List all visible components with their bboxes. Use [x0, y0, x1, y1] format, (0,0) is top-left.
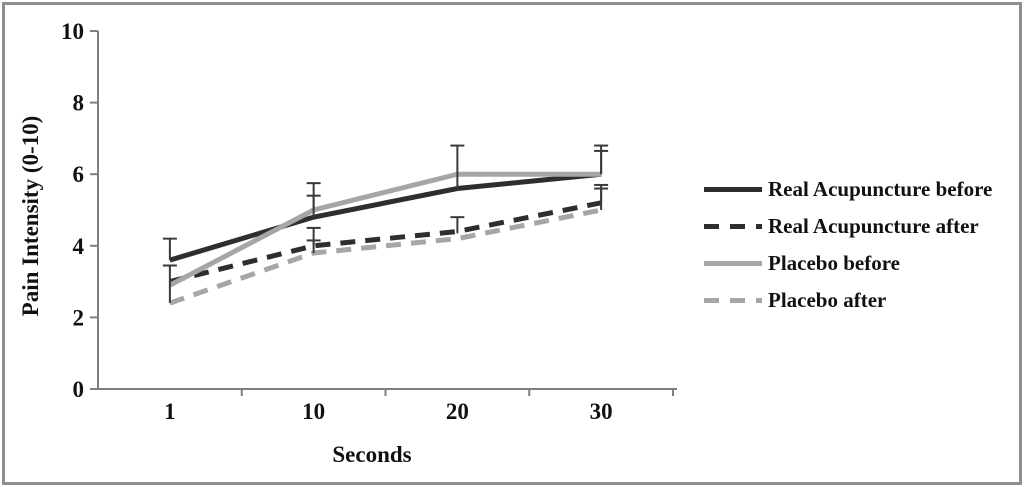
- x-tick-label: 1: [164, 399, 176, 424]
- legend-label: Real Acupuncture after: [768, 214, 979, 238]
- legend-label: Placebo after: [768, 288, 887, 312]
- legend-swatch-solid-dark: [704, 187, 762, 192]
- legend-swatch-solid-gray: [704, 261, 762, 266]
- legend-swatch-dashed-gray: [704, 298, 762, 303]
- legend-item-placebo-after: Placebo after: [704, 282, 992, 319]
- y-tick-label: 8: [73, 91, 85, 116]
- y-axis-title: Pain Intensity (0-10): [18, 115, 43, 317]
- legend-item-real-acupuncture-before: Real Acupuncture before: [704, 171, 992, 208]
- legend-label: Placebo before: [768, 251, 900, 275]
- series-line-0: [169, 171, 602, 263]
- y-tick-label: 2: [73, 305, 85, 330]
- y-tick-label: 4: [73, 234, 85, 259]
- x-axis-title: Seconds: [332, 442, 412, 467]
- x-tick-label: 10: [302, 399, 325, 424]
- x-tick-label: 30: [590, 399, 613, 424]
- legend-swatch-dashed-dark: [704, 224, 762, 229]
- legend-item-placebo-before: Placebo before: [704, 245, 992, 282]
- legend-label: Real Acupuncture before: [768, 177, 993, 201]
- x-tick-label: 20: [446, 399, 469, 424]
- series-line-2: [168, 171, 602, 288]
- y-tick-label: 6: [73, 162, 85, 187]
- legend-item-real-acupuncture-after: Real Acupuncture after: [704, 208, 992, 245]
- series-line-3: [169, 207, 602, 306]
- y-tick-label: 10: [61, 19, 84, 44]
- y-tick-label: 0: [73, 377, 85, 402]
- legend: Real Acupuncture before Real Acupuncture…: [704, 171, 992, 319]
